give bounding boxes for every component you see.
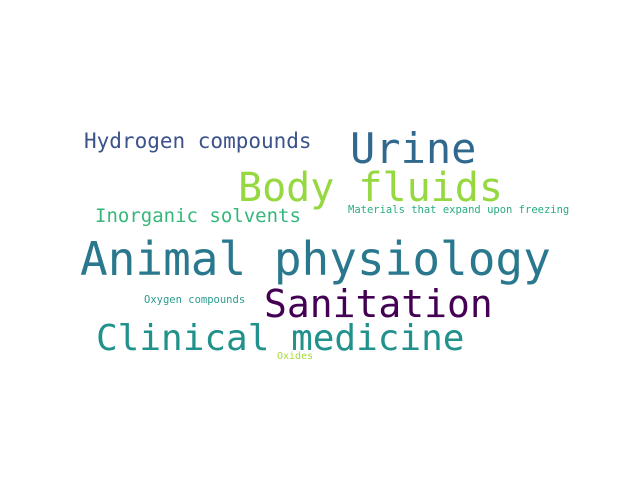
word-body-fluids: Body fluids: [238, 165, 503, 211]
word-inorganic-solvents: Inorganic solvents: [95, 205, 301, 227]
word-oxygen-compounds: Oxygen compounds: [144, 294, 246, 306]
word-animal-physiology: Animal physiology: [80, 232, 551, 286]
word-urine: Urine: [350, 124, 477, 173]
word-materials-expand-upon-freezing: Materials that expand upon freezing: [348, 204, 570, 216]
word-clinical-medicine: Clinical medicine: [96, 318, 465, 359]
word-oxides: Oxides: [277, 351, 314, 362]
word-hydrogen-compounds: Hydrogen compounds: [84, 129, 312, 153]
word-sanitation: Sanitation: [264, 282, 493, 326]
